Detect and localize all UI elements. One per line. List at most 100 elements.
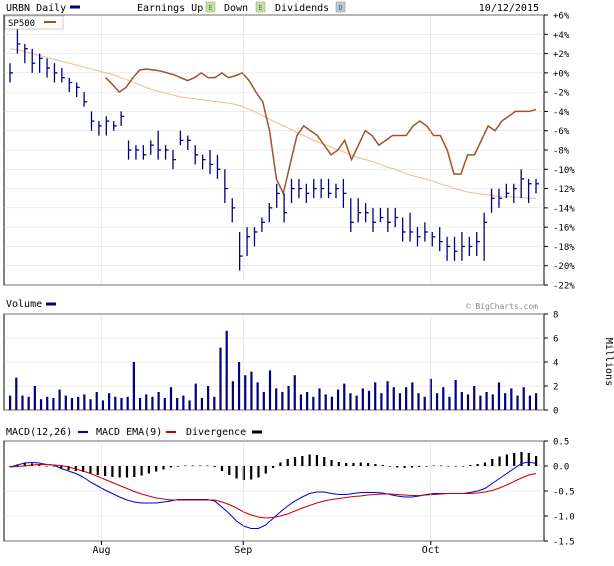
divergence-bar — [52, 466, 56, 467]
volume-bar — [497, 382, 501, 410]
volume-panel: Volume 0 2 4 6 8 Millions — [3, 299, 614, 417]
divergence-bar — [418, 466, 421, 467]
divergence-bar — [133, 466, 136, 477]
volume-bar — [46, 396, 49, 410]
volume-grid — [4, 313, 544, 411]
divergence-bar — [315, 455, 319, 466]
volume-tick-label: 2 — [553, 383, 558, 393]
month-tick-label: Oct — [422, 545, 440, 556]
price-tick-label: +2% — [553, 50, 570, 60]
volume-tick-label: 6 — [553, 335, 558, 345]
divergence-bar — [513, 453, 516, 466]
earnings-up-badge-icon — [205, 1, 216, 13]
price-bars — [9, 29, 539, 271]
volume-bar — [293, 375, 296, 410]
divergence-bar — [527, 453, 530, 466]
price-tick-label: +4% — [553, 31, 570, 41]
volume-bar — [398, 393, 402, 410]
volume-bar — [374, 382, 377, 410]
volume-bar — [516, 395, 519, 410]
earnings-down-badge-icon — [255, 1, 266, 13]
divergence-bar — [169, 466, 172, 468]
volume-bar — [126, 396, 129, 410]
volume-bar — [213, 396, 216, 410]
divergence-bar — [388, 466, 392, 467]
divergence-bar — [257, 466, 260, 478]
volume-bar — [281, 392, 284, 410]
divergence-bar — [359, 462, 362, 466]
symbol-label: URBN Daily — [6, 3, 66, 14]
price-tick-label: -6% — [553, 127, 570, 137]
volume-bar — [256, 382, 259, 410]
volume-bar — [9, 395, 12, 410]
divergence-bar — [38, 464, 41, 466]
volume-bar — [448, 396, 451, 410]
x-axis: Aug Sep Oct — [92, 15, 440, 556]
earnings-up-badge-glyph: E — [208, 4, 212, 12]
ema-legend-label: MACD EMA(9) — [96, 427, 162, 438]
volume-bar — [58, 389, 61, 410]
volume-bar — [287, 386, 290, 410]
divergence-bar — [330, 460, 333, 466]
volume-bar — [176, 398, 179, 410]
watermark: © BigCharts.com — [466, 302, 538, 311]
volume-bar — [504, 393, 507, 410]
volume-bar — [306, 392, 309, 410]
divergence-bar — [491, 459, 494, 466]
divergence-bar — [352, 463, 355, 466]
price-tick-label: -16% — [553, 224, 575, 234]
volume-bar — [336, 389, 340, 410]
volume-bar — [479, 395, 482, 410]
divergence-bar — [301, 456, 304, 466]
divergence-bar — [213, 466, 216, 467]
volume-bar — [194, 383, 197, 410]
divergence-bar — [140, 466, 143, 476]
volume-bar — [33, 386, 36, 410]
divergence-bar — [177, 466, 180, 467]
volume-bar — [83, 394, 86, 410]
price-tick-label: -4% — [553, 108, 570, 118]
sp500-line — [105, 68, 537, 196]
volume-bar — [157, 392, 160, 410]
macd-y-axis: 0.5 0.0 -0.5 -1.0 -1.5 — [544, 438, 575, 548]
volume-bar — [491, 394, 494, 410]
volume-bar — [70, 398, 74, 410]
divergence-legend-label: Divergence — [186, 427, 246, 438]
divergence-bar — [198, 465, 202, 467]
divergence-bar — [272, 466, 275, 468]
divergence-histogram — [9, 452, 538, 480]
month-tick-label: Aug — [92, 545, 110, 556]
volume-bar — [349, 393, 352, 410]
divergence-bar — [45, 466, 48, 467]
divergence-bar — [118, 466, 121, 478]
divergence-bar — [396, 466, 399, 468]
price-panel: +6% +4% +2% +0% -2% -4% -6% -8% -10% -12% -14% -16%… — [3, 1, 575, 311]
divergence-bar — [323, 457, 326, 466]
divergence-bar — [155, 466, 158, 472]
volume-bar — [169, 387, 173, 410]
divergence-bar — [250, 466, 253, 480]
volume-bars — [9, 330, 538, 410]
volume-y-axis: 0 2 4 6 8 — [544, 311, 558, 417]
divergence-bar — [381, 465, 384, 466]
volume-bar — [151, 396, 154, 410]
divergence-bar — [89, 466, 92, 474]
divergence-bar — [111, 466, 114, 477]
volume-bar — [145, 394, 148, 410]
divergence-bar — [476, 464, 479, 466]
volume-bar — [114, 396, 117, 410]
volume-bar — [275, 388, 278, 410]
divergence-bar — [162, 466, 165, 470]
divergence-bar — [337, 462, 340, 466]
divergence-bar — [403, 466, 406, 468]
dividends-badge-icon — [335, 1, 346, 13]
volume-bar — [423, 396, 426, 410]
volume-bar — [101, 400, 105, 410]
volume-bar — [163, 398, 166, 410]
volume-bar — [89, 399, 92, 410]
volume-bar — [318, 388, 321, 410]
divergence-bar — [9, 466, 12, 467]
moving-average-line — [9, 48, 536, 199]
volume-bar — [64, 395, 67, 410]
volume-bar — [528, 395, 532, 410]
